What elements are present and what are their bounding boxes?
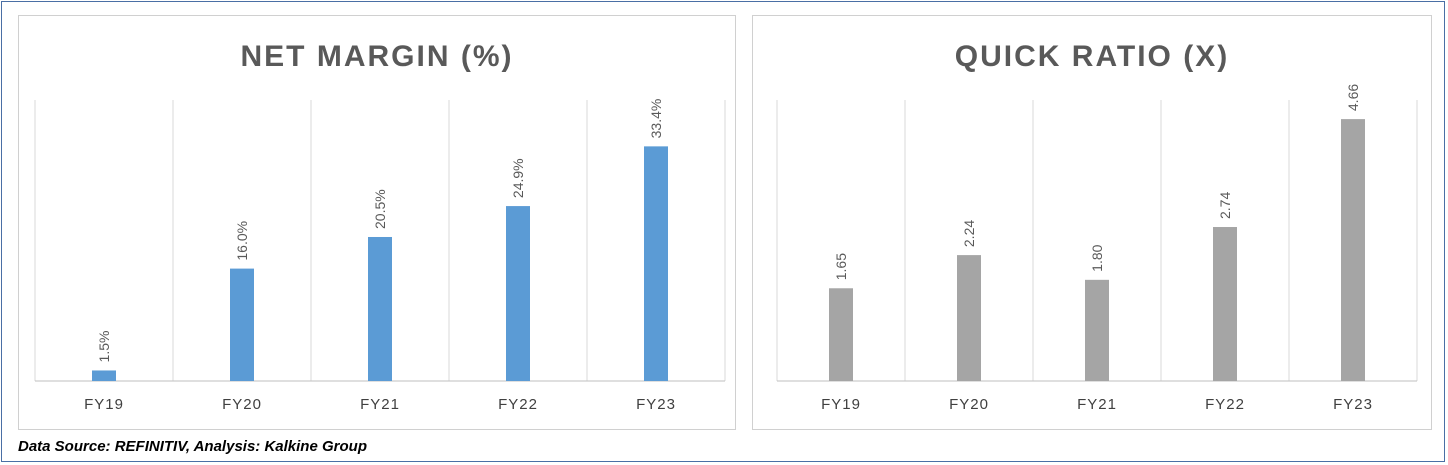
data-label: 33.4% (648, 99, 664, 139)
bar-fy19 (92, 370, 116, 381)
net-margin-chart-panel: NET MARGIN (%) 1.5% 16.0% 20.5% 24.9% 33.4% … (18, 15, 736, 430)
x-tick-label: FY21 (360, 396, 400, 413)
data-label: 20.5% (372, 189, 388, 229)
x-tick-label: FY20 (222, 396, 262, 413)
x-tick-label: FY23 (636, 396, 676, 413)
quick-ratio-chart: QUICK RATIO (X) 1.65 2.24 1.80 2.74 4.66 FY1… (776, 40, 1418, 413)
bar-fy22 (1213, 227, 1237, 381)
data-label: 16.0% (234, 221, 250, 261)
bar-fy19 (829, 288, 853, 381)
x-tick-label: FY19 (821, 396, 861, 413)
chart-title: QUICK RATIO (X) (955, 40, 1229, 73)
bar-fy20 (230, 268, 254, 381)
data-label: 1.65 (833, 253, 849, 280)
x-tick-label: FY22 (498, 396, 538, 413)
data-label: 4.66 (1345, 84, 1361, 111)
bar-fy23 (644, 146, 668, 381)
x-tick-label: FY22 (1205, 396, 1245, 413)
bar-fy23 (1341, 119, 1365, 381)
x-tick-label: FY21 (1077, 396, 1117, 413)
bar-fy22 (506, 206, 530, 381)
bar-fy21 (1085, 279, 1109, 381)
chart-title: NET MARGIN (%) (241, 40, 514, 73)
data-label: 24.9% (510, 158, 526, 198)
bar-fy21 (368, 236, 392, 381)
x-tick-label: FY20 (949, 396, 989, 413)
x-tick-label: FY23 (1333, 396, 1373, 413)
data-label: 1.5% (96, 331, 112, 363)
data-source-note: Data Source: REFINITIV, Analysis: Kalkin… (18, 438, 367, 455)
data-label: 1.80 (1089, 244, 1105, 271)
bar-fy20 (957, 255, 981, 381)
x-tick-label: FY19 (84, 396, 124, 413)
quick-ratio-chart-panel: QUICK RATIO (X) 1.65 2.24 1.80 2.74 4.66 FY1… (752, 15, 1432, 430)
data-label: 2.24 (961, 220, 977, 247)
data-label: 2.74 (1217, 192, 1233, 219)
net-margin-chart: NET MARGIN (%) 1.5%16.0%20.5%24.9%33.4% … (34, 40, 726, 413)
